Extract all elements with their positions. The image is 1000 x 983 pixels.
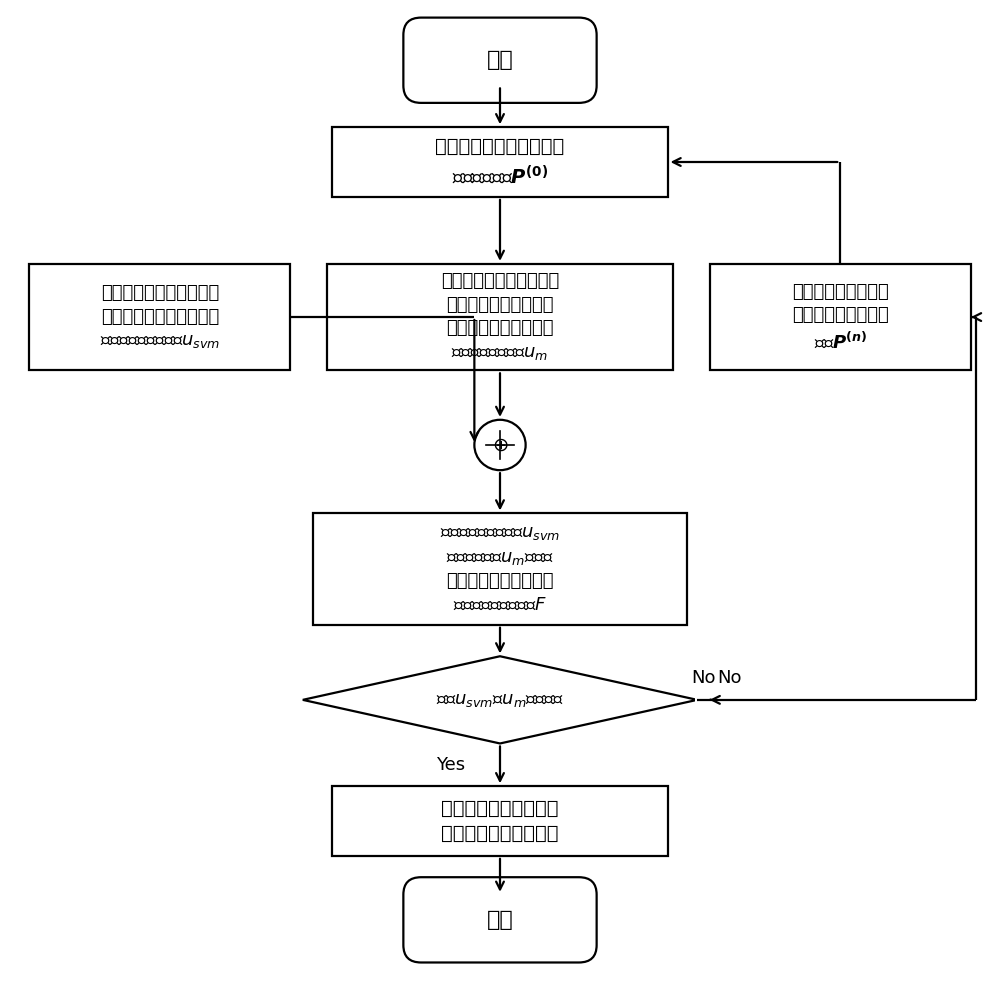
Text: 由考虑铁磁材料饱和效应
的内置式永磁同步电机
的磁场分布模型得到的
永磁电机的端电压$u_m$: 由考虑铁磁材料饱和效应 的内置式永磁同步电机 的磁场分布模型得到的 永磁电机的端…	[441, 272, 559, 362]
Bar	[29, 263, 290, 371]
Bar	[710, 263, 971, 371]
Text: 得到该逆变器输出电压
下永磁电机的谐波电流: 得到该逆变器输出电压 下永磁电机的谐波电流	[441, 799, 559, 843]
Text: Yes: Yes	[436, 756, 465, 774]
Text: 通过差分方式形成下
一代谐波电流矩阵的
种群$\boldsymbol{P}^{\boldsymbol{(n)}}$: 通过差分方式形成下 一代谐波电流矩阵的 种群$\boldsymbol{P}^{\…	[792, 283, 889, 351]
Text: No: No	[717, 669, 741, 687]
Text: 对比逆变器输出电压$u_{svm}$
和电机端电压$u_m$的各个
阶次的电压谐波的幅值
和相位，计算匹配度$F$: 对比逆变器输出电压$u_{svm}$ 和电机端电压$u_m$的各个 阶次的电压谐…	[440, 524, 560, 614]
Bar	[332, 127, 668, 197]
Bar	[327, 263, 673, 371]
Text: $\oplus$: $\oplus$	[492, 435, 508, 454]
Polygon shape	[303, 657, 697, 743]
Text: 初始化永磁电机的谐波电
流矩阵的种群$\boldsymbol{P}^{\boldsymbol{(0)}}$: 初始化永磁电机的谐波电 流矩阵的种群$\boldsymbol{P}^{\bold…	[435, 138, 565, 187]
Text: 结束: 结束	[487, 910, 513, 930]
Text: 开始: 开始	[487, 50, 513, 70]
Text: 由逆变器输出电压谐波的
双重傅里叶级数模型得到
的逆变器的输出电压$u_{svm}$: 由逆变器输出电压谐波的 双重傅里叶级数模型得到 的逆变器的输出电压$u_{svm…	[100, 284, 220, 350]
Text: No: No	[691, 669, 716, 687]
Circle shape	[474, 420, 526, 470]
Bar	[313, 513, 687, 625]
Bar	[332, 786, 668, 856]
Text: 完成$u_{svm}$和$u_m$的匹配？: 完成$u_{svm}$和$u_m$的匹配？	[436, 691, 564, 709]
FancyBboxPatch shape	[403, 877, 597, 962]
FancyBboxPatch shape	[403, 18, 597, 103]
